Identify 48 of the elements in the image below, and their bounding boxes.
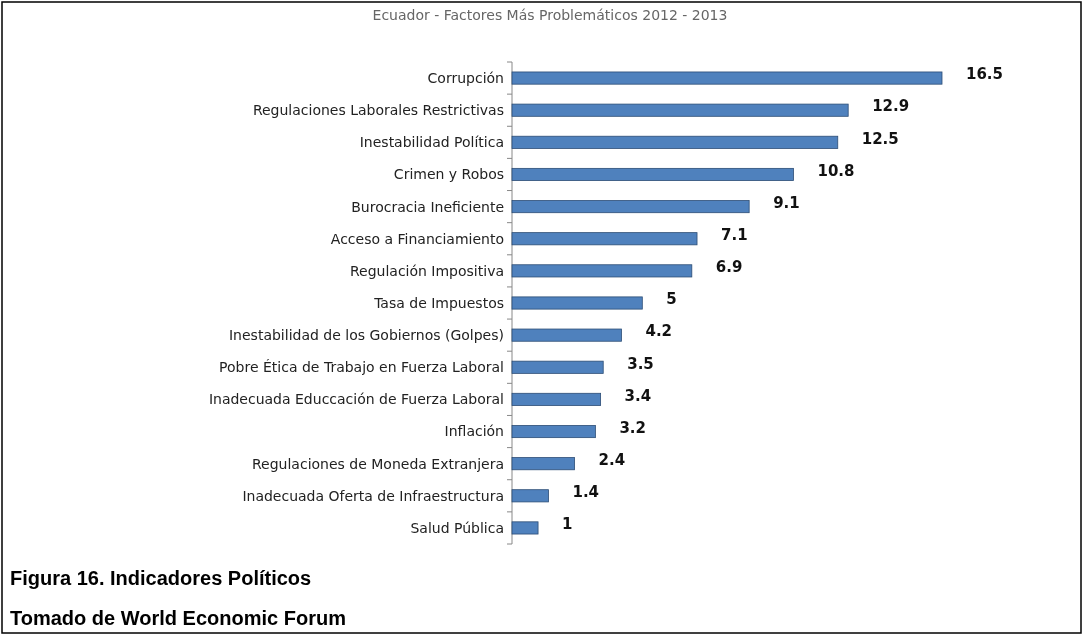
- data-label: 3.4: [624, 386, 652, 405]
- text: Tomado de World Economic Forum: [10, 607, 346, 629]
- bar: [511, 71, 943, 85]
- y-tick-label: Crimen y Robos: [393, 166, 504, 183]
- data-label: 3.5: [627, 354, 654, 373]
- y-tick-label: Tasa de Impuestos: [373, 294, 504, 311]
- bar: [511, 360, 604, 374]
- data-label: 6.9: [715, 258, 743, 277]
- y-tick-label: Inestabilidad de los Gobiernos (Golpes): [228, 327, 504, 344]
- data-label: 10.8: [817, 161, 855, 180]
- y-tick-label: Pobre Ética de Trabajo en Fuerza Laboral: [219, 359, 504, 376]
- text: Figura 16. Indicadores Políticos: [10, 567, 312, 589]
- y-tick-label: Burocracia Ineficiente: [351, 198, 504, 215]
- y-tick-label: Inestabilidad Política: [359, 134, 504, 151]
- data-label: 1.4: [572, 483, 600, 502]
- y-tick-label: Inadecuada Oferta de Infraestructura: [242, 487, 504, 504]
- bar: [511, 264, 693, 278]
- chart-title: Ecuador - Factores Más Problemáticos 2012 - 2013: [372, 7, 728, 23]
- y-tick-label: Regulaciones de Moneda Extranjera: [252, 455, 504, 472]
- bar: [511, 232, 698, 246]
- data-label: 2.4: [598, 450, 626, 469]
- y-tick-label: Salud Pública: [410, 519, 504, 536]
- bar: [511, 296, 643, 310]
- data-label: 1: [562, 515, 573, 534]
- y-tick-label: Acceso a Financiamiento: [330, 230, 504, 247]
- bar: [511, 521, 539, 535]
- data-label: 12.9: [872, 97, 910, 116]
- bar: [511, 489, 549, 503]
- bar: [511, 200, 750, 214]
- bar: [511, 328, 622, 342]
- bar: [511, 167, 794, 181]
- y-tick-label: Inadecuada Educcación de Fuerza Laboral: [208, 391, 504, 408]
- y-tick-label: Regulaciones Laborales Restrictivas: [252, 102, 504, 119]
- data-label: 5: [666, 290, 677, 309]
- data-label: 12.5: [861, 129, 899, 148]
- bar: [511, 103, 849, 117]
- data-label: 16.5: [966, 65, 1004, 84]
- bar: [511, 425, 596, 439]
- y-tick-label: Corrupción: [427, 69, 504, 86]
- bar: [511, 392, 602, 406]
- y-tick-label: Regulación Impositiva: [349, 262, 504, 279]
- data-label: 4.2: [645, 322, 673, 341]
- data-label: 7.1: [721, 225, 748, 244]
- data-label: 9.1: [773, 193, 800, 212]
- data-label: 3.2: [619, 418, 646, 437]
- bar: [511, 135, 839, 149]
- bar: [511, 457, 575, 471]
- y-tick-label: Inflación: [444, 423, 504, 440]
